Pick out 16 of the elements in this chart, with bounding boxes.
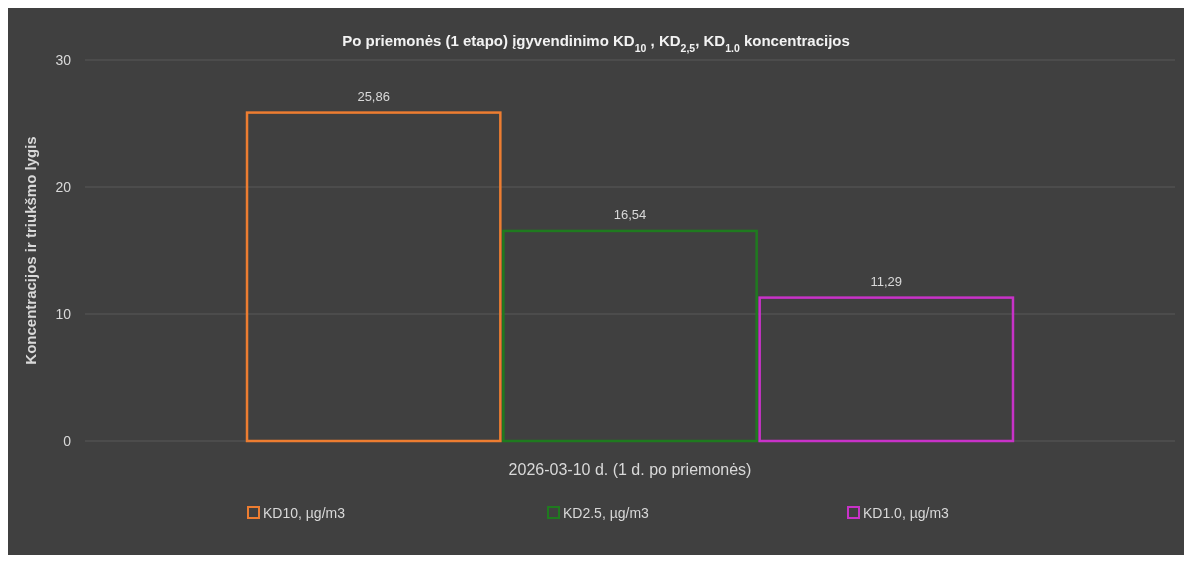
legend-label: KD1.0, µg/m3 — [863, 504, 950, 521]
legend-label: KD10, µg/m3 — [263, 504, 346, 521]
x-tick-label: 2026-03-10 d. (1 d. po priemonės) — [508, 461, 752, 478]
y-tick-label: 10 — [55, 305, 72, 322]
data-label: 16,54 — [613, 206, 647, 222]
data-label: 11,29 — [870, 273, 903, 289]
chart-title: Po priemonės (1 etapo) įgyvendinimo KD$_{10}$ , KD$_{2,5}$, KD$_{1.0}$ koncentracijos — [342, 32, 850, 54]
bar — [502, 229, 758, 443]
bar — [245, 111, 502, 443]
y-tick-label: 20 — [55, 178, 72, 195]
bar — [758, 296, 1015, 443]
y-tick-label: 0 — [63, 432, 72, 449]
legend-label: KD2.5, µg/m3 — [563, 504, 650, 521]
y-axis-title: Koncentracijos ir triukšmo lygis — [22, 136, 39, 365]
y-tick-label: 30 — [55, 51, 72, 68]
data-label: 25,86 — [357, 88, 390, 104]
